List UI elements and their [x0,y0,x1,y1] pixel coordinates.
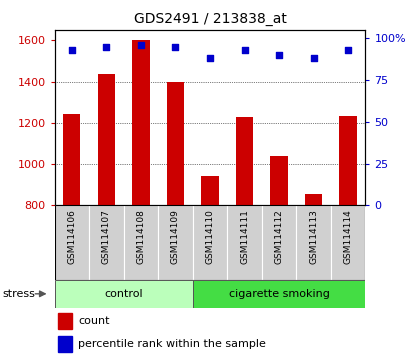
Text: GSM114114: GSM114114 [344,209,353,264]
Bar [89,205,123,280]
Text: control: control [104,289,143,299]
Bar [236,117,253,205]
Point [172,44,179,50]
Bar [55,205,89,280]
Text: GSM114112: GSM114112 [275,209,284,264]
Point [138,42,144,48]
Point [207,56,213,61]
Bar [339,116,357,205]
Bar [270,156,288,205]
Point [68,47,75,53]
Bar [55,280,193,308]
Text: GSM114108: GSM114108 [136,209,145,264]
Text: cigarette smoking: cigarette smoking [228,289,330,299]
Bar [262,205,297,280]
Bar [58,313,72,329]
Bar [63,114,81,205]
Bar [193,205,227,280]
Bar [123,205,158,280]
Text: GSM114111: GSM114111 [240,209,249,264]
Text: GSM114109: GSM114109 [171,209,180,264]
Bar [167,82,184,205]
Title: GDS2491 / 213838_at: GDS2491 / 213838_at [134,12,286,26]
Text: GSM114106: GSM114106 [67,209,76,264]
Point [276,52,282,58]
Point [310,56,317,61]
Text: GSM114110: GSM114110 [205,209,215,264]
Bar [98,74,115,205]
Text: stress: stress [2,289,35,299]
Point [345,47,352,53]
Bar [132,40,150,205]
Bar [58,336,72,352]
Text: GSM114107: GSM114107 [102,209,111,264]
Bar [305,194,322,205]
Bar [227,205,262,280]
Text: count: count [78,316,109,326]
Bar [201,176,219,205]
Point [103,44,110,50]
Text: percentile rank within the sample: percentile rank within the sample [78,339,266,349]
Point [241,47,248,53]
Bar [158,205,193,280]
Bar [193,280,365,308]
Bar [331,205,365,280]
Bar [297,205,331,280]
Text: GSM114113: GSM114113 [309,209,318,264]
